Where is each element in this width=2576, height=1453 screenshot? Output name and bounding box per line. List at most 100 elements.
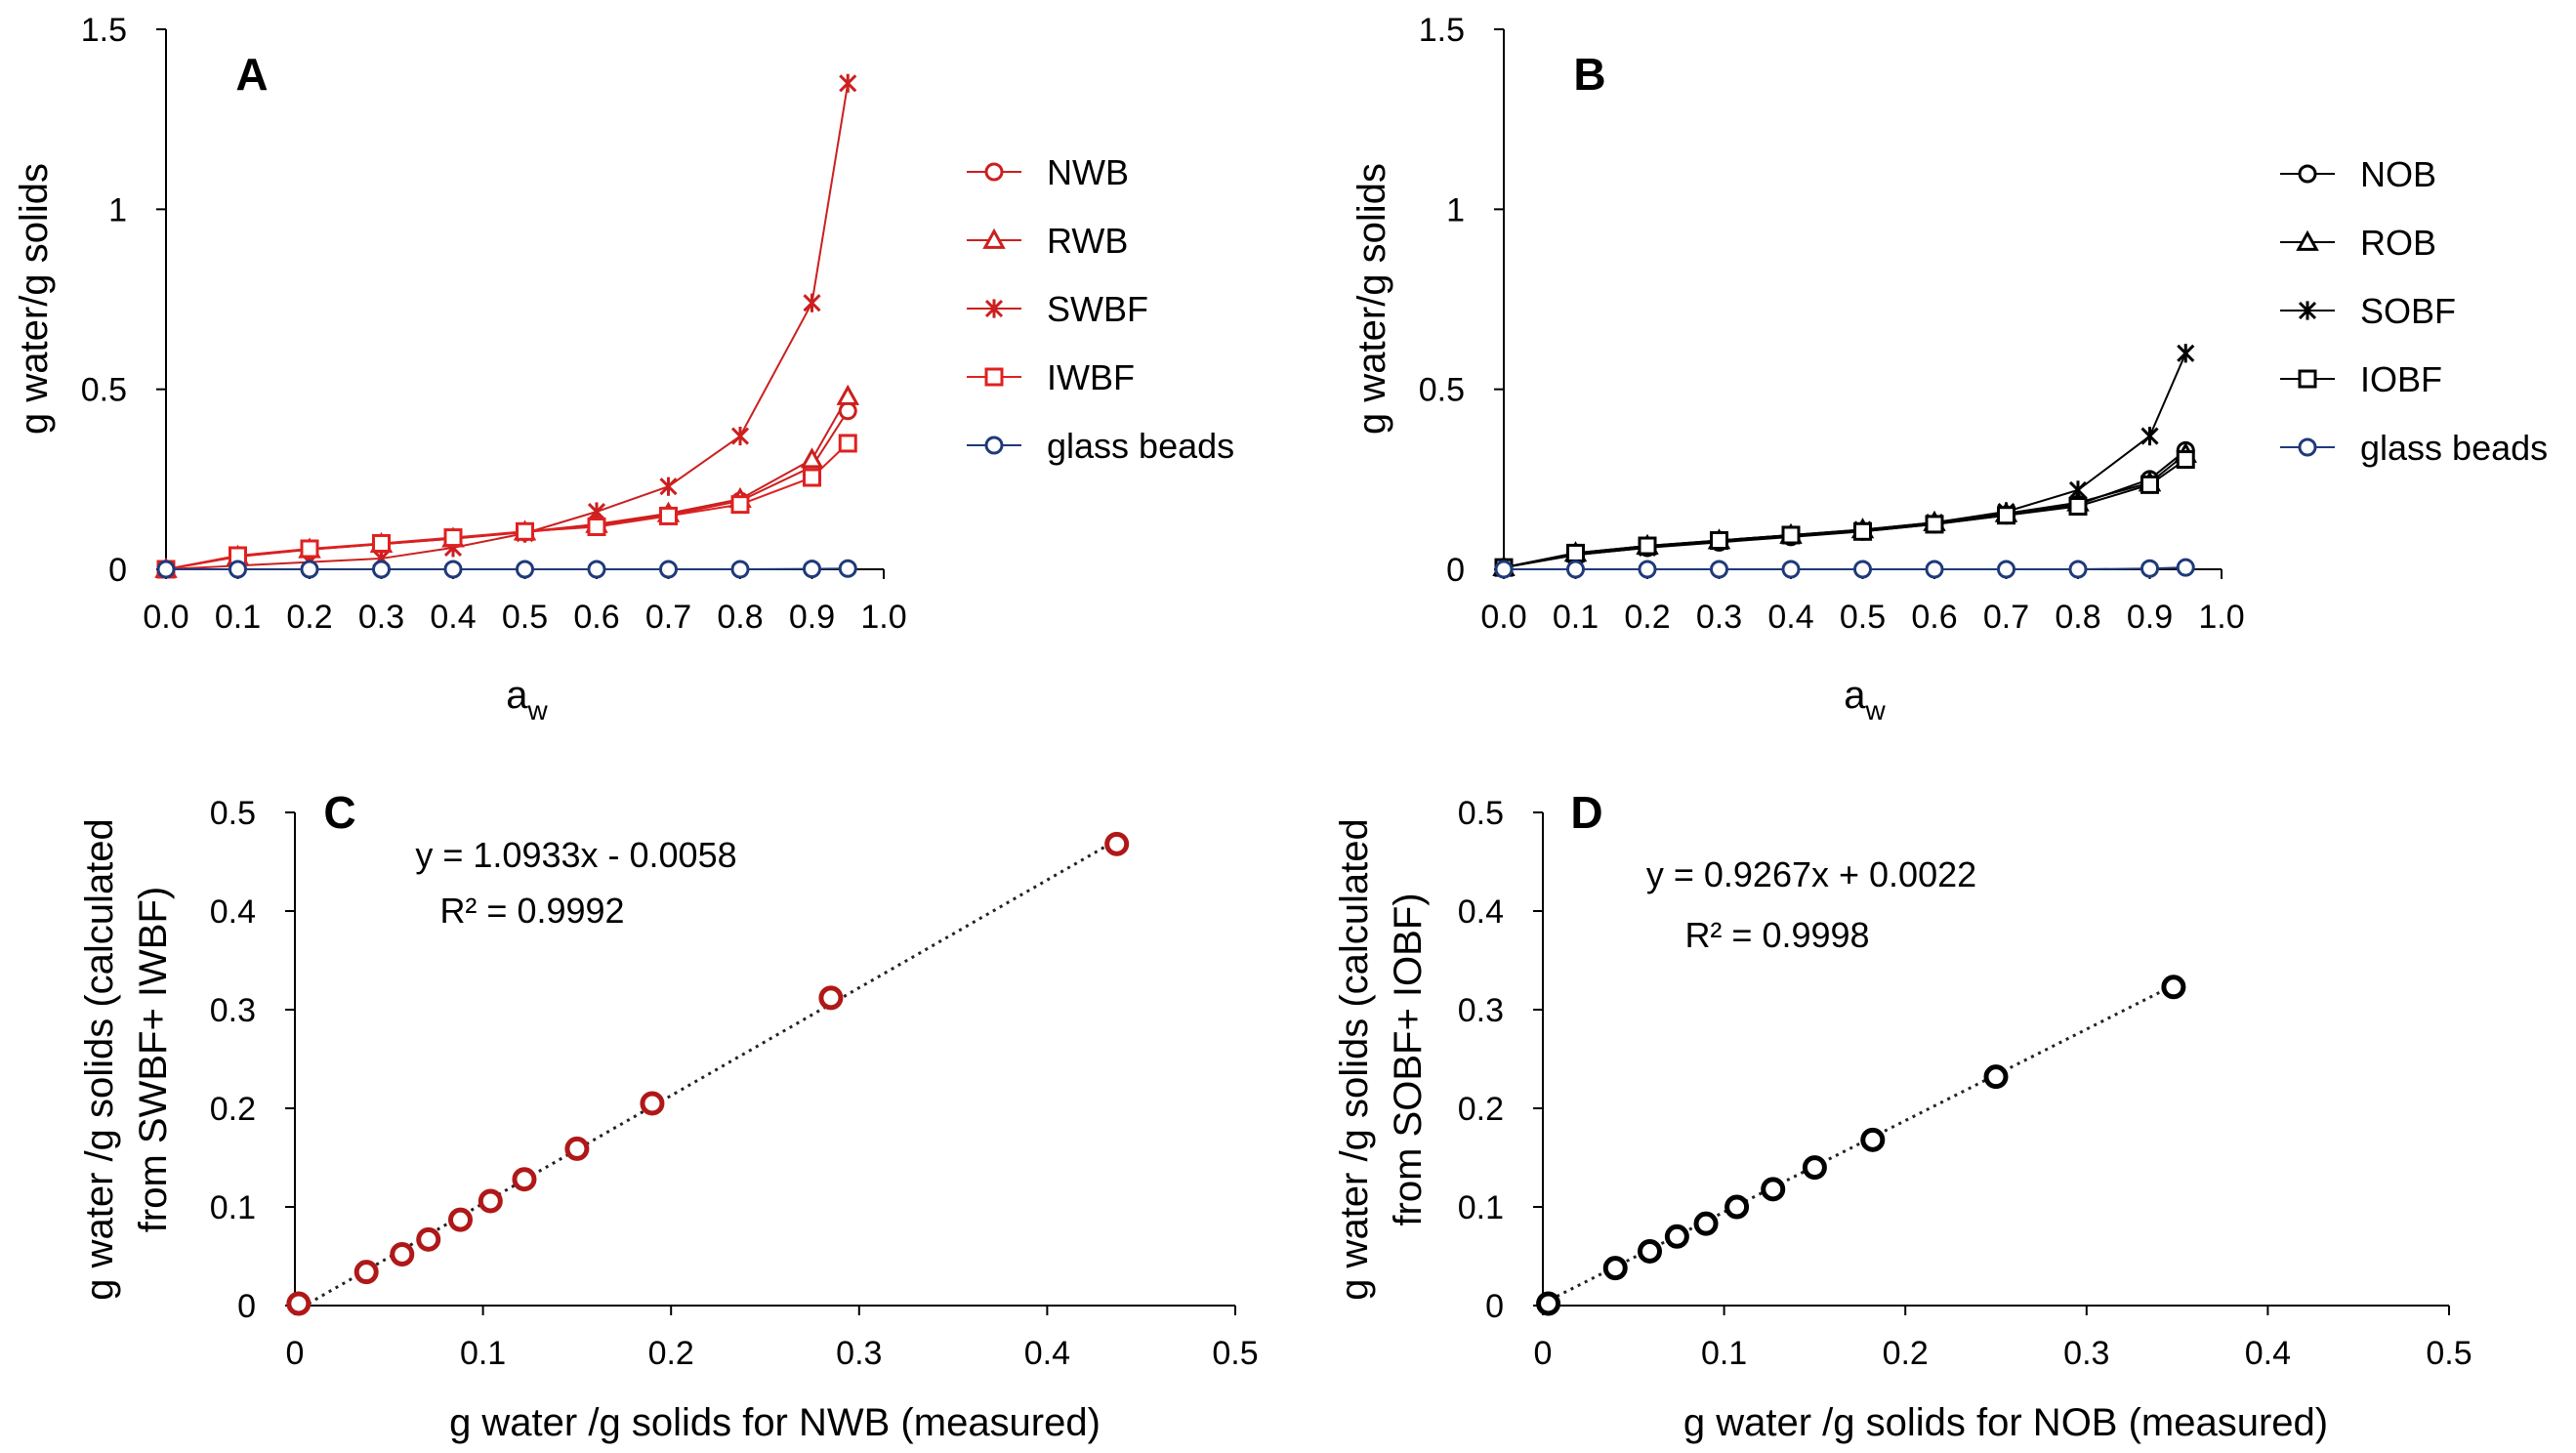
- series-line: [1503, 353, 2187, 569]
- y-tick-label: 0.5: [81, 372, 127, 409]
- legend-marker: [2298, 369, 2317, 389]
- y-axis-title-line2: from SOBF+ IOBF): [1387, 893, 1430, 1225]
- x-tick-label: 0.4: [2245, 1335, 2291, 1372]
- data-point: [1781, 525, 1801, 545]
- legend-marker: [982, 228, 1006, 249]
- data-point: [516, 560, 534, 579]
- panel-label: A: [235, 49, 268, 100]
- y-tick-label: 0.1: [1458, 1189, 1504, 1226]
- legend-label: ROB: [2360, 223, 2436, 263]
- data-point: [1724, 1194, 1750, 1220]
- data-point: [1710, 531, 1728, 551]
- data-point: [2161, 975, 2186, 1000]
- x-axis-title-subscript: w: [527, 695, 549, 726]
- x-axis-title-subscript: w: [1865, 695, 1887, 726]
- legend-marker: [984, 436, 1004, 455]
- data-point: [1566, 543, 1585, 562]
- data-point: [659, 477, 678, 496]
- data-point: [1536, 1291, 1561, 1316]
- y-tick-label: 0.2: [1458, 1091, 1504, 1128]
- data-point: [2176, 558, 2195, 577]
- y-tick-label: 0.2: [210, 1091, 256, 1128]
- legend-marker: [984, 299, 1004, 318]
- legend-marker: [2298, 437, 2317, 457]
- x-tick-label: 0.5: [502, 599, 548, 636]
- x-tick-label: 0.2: [286, 599, 332, 636]
- series-line: [165, 410, 850, 570]
- legend-label: IWBF: [1047, 357, 1135, 397]
- x-tick-label: 0.9: [789, 599, 835, 636]
- y-tick-label: 0: [108, 552, 127, 589]
- x-tick-label: 0.4: [1767, 599, 1813, 636]
- data-point: [587, 517, 606, 536]
- data-point: [2177, 344, 2195, 363]
- x-tick-label: 0.7: [1983, 599, 2029, 636]
- x-axis-title-main: a: [1844, 674, 1866, 717]
- r-squared-label: R² = 0.9992: [439, 891, 624, 931]
- scatter-points: [1536, 975, 2186, 1316]
- y-tick-label: 1: [108, 191, 127, 228]
- x-tick-label: 0: [1534, 1335, 1553, 1372]
- y-tick-label: 1.5: [1419, 12, 1465, 49]
- series-nwb: [156, 401, 857, 579]
- data-point: [2068, 560, 2088, 579]
- data-point: [838, 559, 857, 578]
- panel-label: B: [1573, 49, 1605, 100]
- data-point: [659, 560, 678, 579]
- legend-item-rob: ROB: [2280, 223, 2436, 263]
- data-point: [659, 506, 678, 525]
- x-tick-label: 0.2: [1883, 1335, 1929, 1372]
- data-point: [512, 1167, 537, 1192]
- x-tick-label: 0.4: [1024, 1335, 1070, 1372]
- legend-label: SWBF: [1047, 289, 1148, 329]
- data-point: [803, 468, 821, 487]
- legend-item-nob: NOB: [2280, 154, 2436, 194]
- x-axis-title: g water /g solids for NWB (measured): [449, 1401, 1101, 1444]
- data-point: [390, 1241, 415, 1266]
- series-line: [165, 395, 850, 570]
- x-axis-title: aw: [506, 674, 548, 726]
- series-iobf: [1494, 450, 2195, 577]
- data-point: [229, 560, 247, 579]
- legend-label: RWB: [1047, 221, 1128, 261]
- x-tick-label: 0.3: [2063, 1335, 2109, 1372]
- y-axis-title-line2: from SWBF+ IWBF): [132, 887, 175, 1232]
- data-point: [730, 495, 750, 515]
- x-tick-label: 0.6: [573, 599, 619, 636]
- chart-panel-b: 0.0 0.1 0.2 0.3 0.4 0.5 0.6 0.7 0.8 0.9 1.0 0 0.5 1 1.…: [1350, 12, 2548, 726]
- data-point: [1781, 560, 1801, 579]
- legend-item-iobf: IOBF: [2280, 359, 2442, 399]
- x-tick-label: 0.9: [2127, 599, 2173, 636]
- x-tick-label: 0.8: [2055, 599, 2100, 636]
- data-point: [1983, 1064, 2009, 1090]
- y-axis-title: g water/g solids: [13, 163, 56, 435]
- data-point: [1693, 1211, 1719, 1236]
- scatter-points: [286, 831, 1130, 1316]
- legend-marker: [2298, 164, 2317, 184]
- x-axis-title: g water /g solids for NOB (measured): [1683, 1401, 2328, 1444]
- x-axis-title: aw: [1844, 674, 1886, 726]
- data-point: [640, 1091, 665, 1116]
- data-point: [587, 560, 606, 579]
- data-point: [1925, 560, 1944, 579]
- data-point: [800, 447, 824, 469]
- y-tick-label: 0: [237, 1288, 256, 1325]
- data-point: [372, 560, 391, 579]
- legend-item-rwb: RWB: [967, 221, 1128, 261]
- data-point: [564, 1136, 590, 1161]
- x-tick-label: 0.1: [1701, 1335, 1747, 1372]
- chart-panel-c: 0 0.1 0.2 0.3 0.4 0.5 0 0.1 0.2 0.3 0.4 0.5 Cg water…: [78, 787, 1259, 1444]
- data-point: [839, 73, 857, 93]
- data-point: [2068, 496, 2088, 516]
- x-tick-label: 0.5: [1840, 599, 1886, 636]
- trendline-equation: y = 0.9267x + 0.0022: [1646, 854, 1976, 894]
- data-point: [300, 560, 319, 579]
- data-point: [447, 1207, 473, 1232]
- y-tick-label: 0: [1446, 552, 1465, 589]
- data-point: [1853, 521, 1872, 541]
- legend-item-sobf: SOBF: [2280, 291, 2456, 331]
- x-tick-label: 0.5: [1212, 1335, 1258, 1372]
- trendline: [1542, 981, 2179, 1306]
- data-point: [286, 1291, 312, 1316]
- x-tick-label: 0.1: [1553, 599, 1599, 636]
